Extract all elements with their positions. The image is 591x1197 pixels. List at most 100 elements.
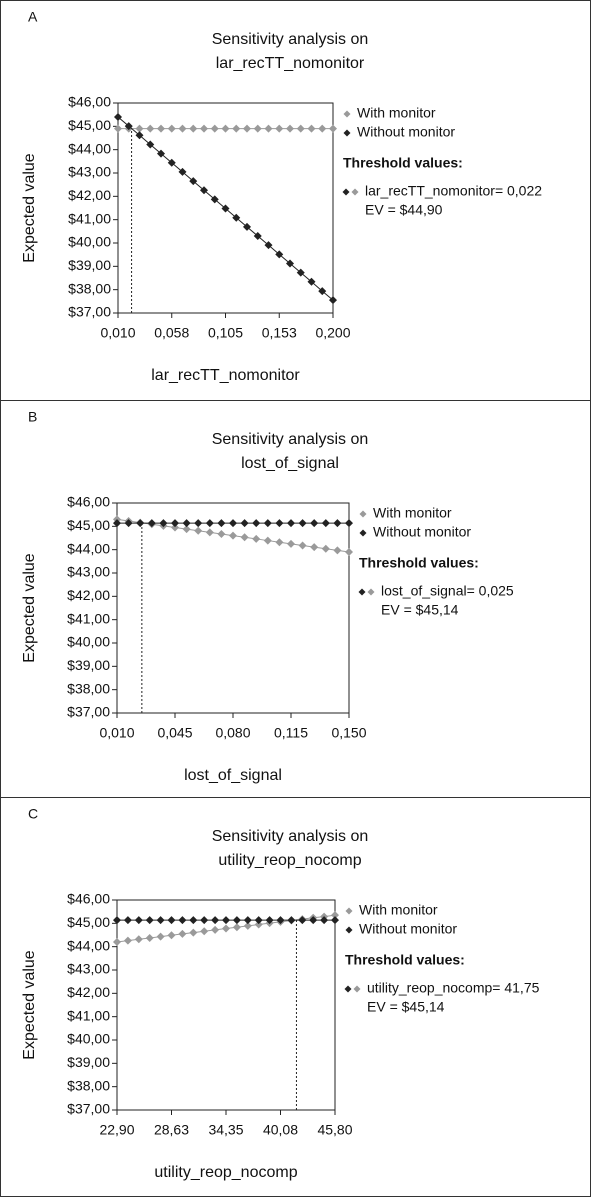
y-tick-label: $42,00 xyxy=(68,187,111,203)
legend-label: With monitor xyxy=(359,902,438,918)
chart-panel: B Sensitivity analysis on lost_of_signal Ex… xyxy=(21,409,514,785)
y-tick-label: $40,00 xyxy=(67,1031,110,1047)
legend-marker xyxy=(359,510,367,518)
chart-title: lost_of_signal xyxy=(241,455,339,472)
threshold-marker xyxy=(344,985,352,993)
data-point xyxy=(124,122,133,131)
y-axis-title: Expected value xyxy=(21,553,38,663)
data-point xyxy=(222,916,230,925)
x-tick-label: 0,058 xyxy=(154,325,189,341)
data-point xyxy=(146,124,155,133)
data-point xyxy=(146,140,155,149)
data-point xyxy=(217,519,226,528)
y-tick-label: $46,00 xyxy=(67,494,110,510)
data-point xyxy=(167,931,176,940)
y-tick-label: $44,00 xyxy=(67,540,110,556)
legend-marker xyxy=(359,529,367,537)
x-tick-label: 0,200 xyxy=(315,325,350,341)
data-point xyxy=(265,916,274,925)
data-point xyxy=(200,927,209,936)
data-point xyxy=(318,287,327,296)
data-point xyxy=(286,259,294,268)
legend-label: With monitor xyxy=(373,505,452,521)
y-tick-label: $45,00 xyxy=(67,517,110,533)
y-tick-label: $37,00 xyxy=(68,304,111,320)
data-point xyxy=(189,124,198,133)
y-tick-label: $40,00 xyxy=(68,234,111,250)
y-tick-label: $44,00 xyxy=(68,140,111,156)
data-point xyxy=(243,921,252,930)
y-tick-label: $38,00 xyxy=(68,280,111,296)
y-tick-label: $45,00 xyxy=(68,117,111,133)
chart-title: Sensitivity analysis on xyxy=(212,828,369,845)
data-point xyxy=(134,935,143,944)
data-point xyxy=(287,539,295,548)
data-point xyxy=(200,124,208,133)
chart-title: Sensitivity analysis on xyxy=(212,31,369,48)
data-point xyxy=(221,124,230,133)
chart-title: Sensitivity analysis on xyxy=(212,431,369,448)
data-point xyxy=(298,916,307,925)
panel-letter: B xyxy=(28,409,37,425)
x-tick-label: 0,080 xyxy=(215,725,250,741)
data-point xyxy=(147,519,156,528)
x-tick-label: 0,010 xyxy=(100,325,135,341)
threshold-marker xyxy=(358,588,366,596)
data-point xyxy=(252,534,261,543)
y-tick-label: $46,00 xyxy=(67,891,110,907)
data-point xyxy=(275,519,284,528)
data-point xyxy=(171,519,179,528)
data-point xyxy=(309,916,318,925)
y-tick-label: $38,00 xyxy=(67,680,110,696)
y-axis-title: Expected value xyxy=(21,153,38,263)
legend-marker xyxy=(343,110,351,118)
y-tick-label: $38,00 xyxy=(67,1077,110,1093)
x-tick-label: 0,010 xyxy=(99,725,134,741)
data-point xyxy=(318,124,327,133)
x-tick-label: 45,80 xyxy=(317,1122,352,1138)
legend-label: Without monitor xyxy=(357,124,455,140)
threshold-heading: Threshold values: xyxy=(345,952,465,968)
chart-panel: A Sensitivity analysis on lar_recTT_nomoni… xyxy=(21,9,542,385)
data-point xyxy=(167,916,176,925)
threshold-marker xyxy=(367,588,375,596)
data-point xyxy=(232,124,241,133)
data-point xyxy=(254,920,263,929)
data-point xyxy=(329,124,337,133)
data-point xyxy=(321,544,330,553)
x-tick-label: 34,35 xyxy=(208,1122,243,1138)
data-point xyxy=(310,543,319,552)
data-point xyxy=(123,936,132,945)
y-axis-title: Expected value xyxy=(21,950,38,1060)
data-point xyxy=(243,916,252,925)
data-point xyxy=(221,204,230,213)
data-point xyxy=(331,916,339,925)
data-point xyxy=(145,916,154,925)
legend-label: Without monitor xyxy=(373,524,471,540)
data-point xyxy=(182,519,191,528)
threshold-marker xyxy=(351,188,359,196)
data-point xyxy=(178,124,187,133)
legend-label: With monitor xyxy=(357,105,436,121)
x-tick-label: 40,08 xyxy=(263,1122,298,1138)
legend-marker xyxy=(343,129,351,137)
x-tick-label: 0,153 xyxy=(262,325,297,341)
data-point xyxy=(167,124,176,133)
data-point xyxy=(135,124,144,133)
legend-marker xyxy=(345,907,353,915)
chart-title: lar_recTT_nomonitor xyxy=(216,55,365,72)
data-point xyxy=(264,124,273,133)
data-point xyxy=(263,519,272,528)
data-point xyxy=(229,519,237,528)
data-point xyxy=(200,186,208,195)
data-point xyxy=(159,519,168,528)
x-axis-title: lar_recTT_nomonitor xyxy=(151,367,300,384)
data-point xyxy=(182,525,191,534)
data-point xyxy=(171,523,179,532)
x-axis-title: lost_of_signal xyxy=(184,767,282,784)
x-tick-label: 0,150 xyxy=(331,725,366,741)
data-point xyxy=(145,934,154,943)
panel-letter: A xyxy=(28,9,38,25)
data-point xyxy=(194,519,203,528)
